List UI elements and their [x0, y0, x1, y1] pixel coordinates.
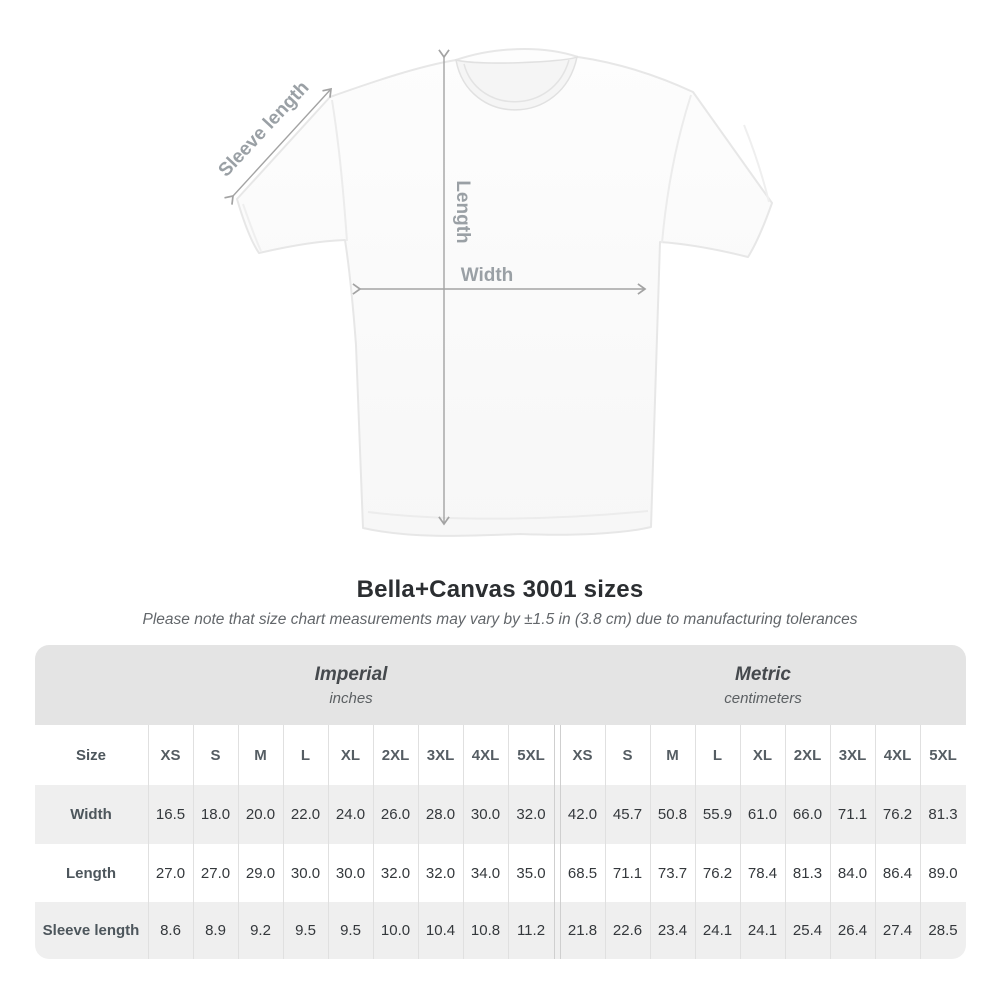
- table-cell: 24.1: [740, 902, 786, 959]
- table-cell: 10.4: [418, 902, 464, 959]
- table-cell: 89.0: [920, 844, 966, 902]
- measure-row-label: Length: [34, 844, 149, 902]
- sleeve-length-arrow: [224, 87, 332, 205]
- table-cell: 81.3: [785, 844, 831, 902]
- size-grid: Size XS S M L XL 2XL 3XL 4XL 5XL XS S M L XL 2XL 3XL 4XL 5…: [34, 725, 966, 959]
- metric-header: Metric centimeters: [561, 664, 966, 707]
- size-chart-table: Imperial inches Metric centimeters Size X…: [34, 645, 966, 959]
- table-cell: 81.3: [920, 785, 966, 844]
- size-col-header: M: [650, 725, 696, 785]
- table-cell: 27.0: [148, 844, 194, 902]
- size-guide-figure: Sleeve length Length Width: [215, 48, 773, 537]
- imperial-metric-divider: [553, 844, 561, 902]
- metric-unit-label: centimeters: [724, 689, 802, 707]
- table-cell: 26.0: [373, 785, 419, 844]
- size-col-header: 3XL: [830, 725, 876, 785]
- table-cell: 30.0: [463, 785, 509, 844]
- table-cell: 20.0: [238, 785, 284, 844]
- table-cell: 16.5: [148, 785, 194, 844]
- table-cell: 73.7: [650, 844, 696, 902]
- table-cell: 76.2: [875, 785, 921, 844]
- table-cell: 35.0: [508, 844, 554, 902]
- table-cell: 28.0: [418, 785, 464, 844]
- table-cell: 71.1: [605, 844, 651, 902]
- tshirt-graphic: Sleeve length Length Width: [215, 48, 773, 537]
- table-cell: 71.1: [830, 785, 876, 844]
- size-col-header: M: [238, 725, 284, 785]
- table-cell: 9.5: [283, 902, 329, 959]
- tolerance-note: Please note that size chart measurements…: [142, 611, 858, 628]
- size-col-header: S: [193, 725, 239, 785]
- table-cell: 86.4: [875, 844, 921, 902]
- size-col-header: L: [283, 725, 329, 785]
- table-cell: 50.8: [650, 785, 696, 844]
- table-cell: 76.2: [695, 844, 741, 902]
- page-title: Bella+Canvas 3001 sizes: [356, 576, 644, 603]
- table-cell: 25.4: [785, 902, 831, 959]
- table-cell: 9.2: [238, 902, 284, 959]
- table-cell: 66.0: [785, 785, 831, 844]
- table-cell: 42.0: [560, 785, 606, 844]
- size-col-header: L: [695, 725, 741, 785]
- table-cell: 68.5: [560, 844, 606, 902]
- table-cell: 27.4: [875, 902, 921, 959]
- size-col-header: XL: [328, 725, 374, 785]
- table-cell: 30.0: [283, 844, 329, 902]
- width-label: Width: [461, 265, 514, 286]
- table-cell: 61.0: [740, 785, 786, 844]
- table-cell: 22.6: [605, 902, 651, 959]
- size-row-label: Size: [34, 725, 149, 785]
- table-cell: 84.0: [830, 844, 876, 902]
- unit-header-row: Imperial inches Metric centimeters: [34, 645, 966, 725]
- length-label: Length: [452, 180, 473, 243]
- table-cell: 22.0: [283, 785, 329, 844]
- table-cell: 30.0: [328, 844, 374, 902]
- table-cell: 9.5: [328, 902, 374, 959]
- table-cell: 26.4: [830, 902, 876, 959]
- size-col-header: 4XL: [463, 725, 509, 785]
- table-cell: 10.8: [463, 902, 509, 959]
- table-cell: 27.0: [193, 844, 239, 902]
- size-col-header: 5XL: [508, 725, 554, 785]
- size-col-header: S: [605, 725, 651, 785]
- table-cell: 24.0: [328, 785, 374, 844]
- table-cell: 78.4: [740, 844, 786, 902]
- imperial-metric-divider: [553, 725, 561, 785]
- size-col-header: XS: [148, 725, 194, 785]
- measure-row-label: Sleeve length: [34, 902, 149, 959]
- table-cell: 23.4: [650, 902, 696, 959]
- imperial-metric-divider: [553, 902, 561, 959]
- table-cell: 18.0: [193, 785, 239, 844]
- imperial-header: Imperial inches: [149, 664, 554, 707]
- table-cell: 8.9: [193, 902, 239, 959]
- size-col-header: 2XL: [373, 725, 419, 785]
- table-cell: 55.9: [695, 785, 741, 844]
- size-col-header: XL: [740, 725, 786, 785]
- table-cell: 32.0: [508, 785, 554, 844]
- table-cell: 29.0: [238, 844, 284, 902]
- table-cell: 32.0: [373, 844, 419, 902]
- size-col-header: 2XL: [785, 725, 831, 785]
- size-col-header: 5XL: [920, 725, 966, 785]
- table-cell: 24.1: [695, 902, 741, 959]
- measure-row-label: Width: [34, 785, 149, 844]
- size-col-header: 3XL: [418, 725, 464, 785]
- imperial-label: Imperial: [314, 663, 388, 685]
- imperial-metric-divider: [553, 785, 561, 844]
- table-cell: 8.6: [148, 902, 194, 959]
- table-cell: 32.0: [418, 844, 464, 902]
- imperial-unit-label: inches: [329, 689, 373, 707]
- size-col-header: 4XL: [875, 725, 921, 785]
- table-cell: 21.8: [560, 902, 606, 959]
- table-cell: 45.7: [605, 785, 651, 844]
- size-col-header: XS: [560, 725, 606, 785]
- table-cell: 10.0: [373, 902, 419, 959]
- table-cell: 28.5: [920, 902, 966, 959]
- tshirt-shape: [236, 48, 773, 537]
- table-cell: 11.2: [508, 902, 554, 959]
- table-cell: 34.0: [463, 844, 509, 902]
- metric-label: Metric: [735, 663, 791, 685]
